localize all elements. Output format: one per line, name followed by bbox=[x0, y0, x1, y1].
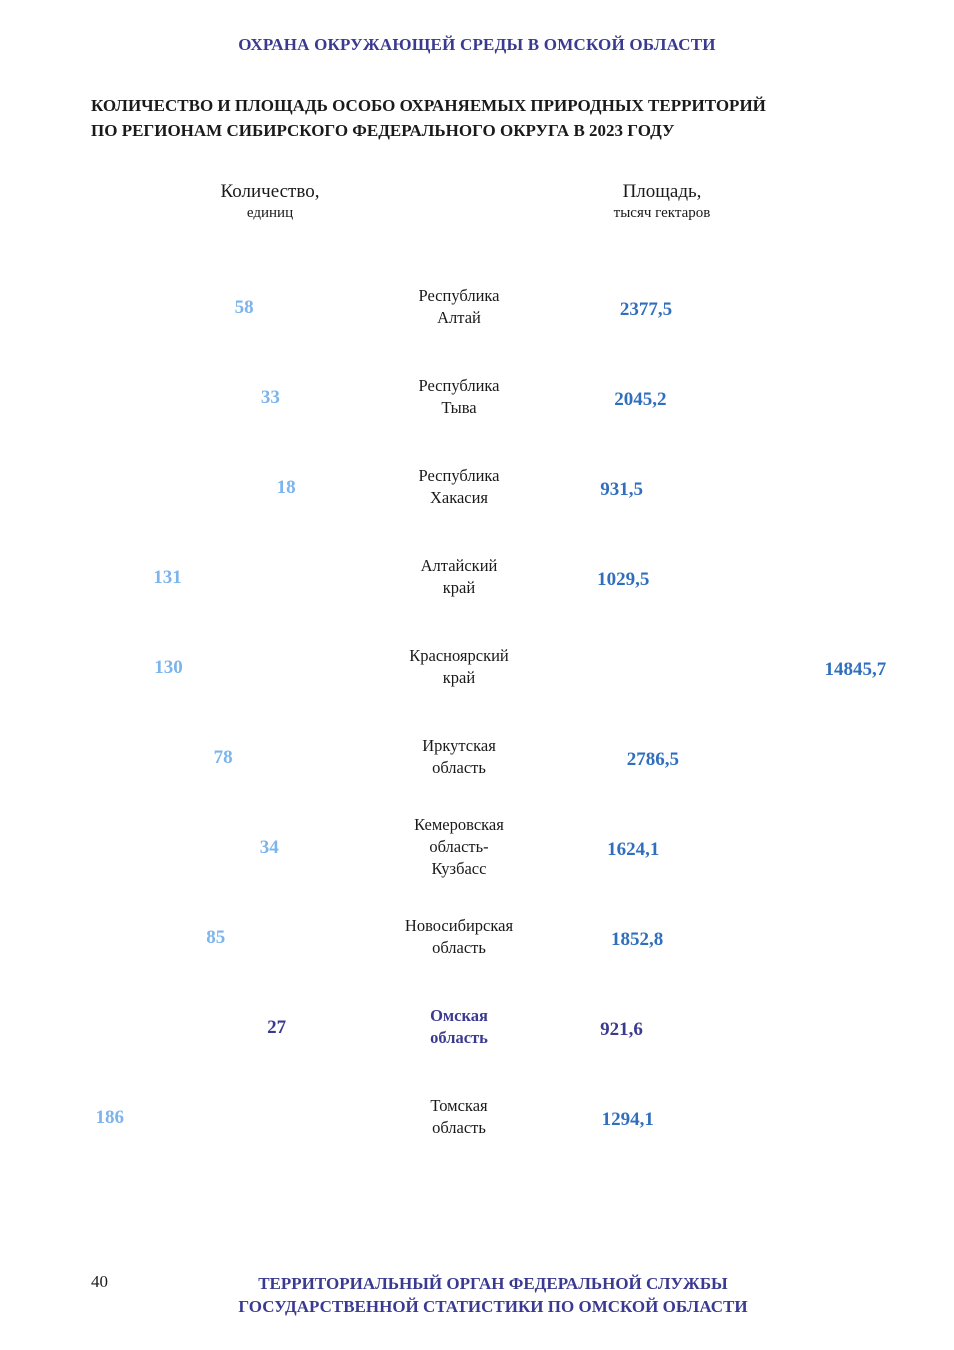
region-label: Хакасия bbox=[430, 488, 488, 507]
area-value-label: 2786,5 bbox=[627, 749, 679, 770]
count-value-label: 186 bbox=[95, 1107, 124, 1128]
region-label: Омская bbox=[430, 1006, 488, 1025]
region-label: Новосибирская bbox=[405, 916, 514, 935]
butterfly-chart: Республика Алтай 58 2377,5 Республика Тыва 33 2… bbox=[95, 286, 887, 1137]
area-column-header: Площадь, тысяч гектаров bbox=[562, 180, 762, 222]
area-value-label: 931,5 bbox=[600, 479, 643, 500]
count-value-label: 34 bbox=[260, 837, 280, 858]
region-label: область bbox=[432, 1118, 486, 1137]
area-column-label: Площадь, bbox=[622, 181, 702, 202]
region-label: Кузбасс bbox=[432, 859, 487, 878]
region-label: область bbox=[430, 1028, 488, 1047]
count-value-label: 33 bbox=[261, 387, 280, 408]
count-value-label: 130 bbox=[154, 657, 183, 678]
region-label: Алтай bbox=[437, 308, 481, 327]
count-value-label: 131 bbox=[153, 567, 182, 588]
area-value-label: 1852,8 bbox=[611, 929, 663, 950]
footer-line-2: ГОСУДАРСТВЕННОЙ СТАТИСТИКИ ПО ОМСКОЙ ОБЛ… bbox=[238, 1297, 748, 1316]
page-header: ОХРАНА ОКРУЖАЮЩЕЙ СРЕДЫ В ОМСКОЙ ОБЛАСТИ bbox=[238, 35, 716, 54]
chart-title-line-2: ПО РЕГИОНАМ СИБИРСКОГО ФЕДЕРАЛЬНОГО ОКРУ… bbox=[91, 121, 675, 140]
region-label: Республика bbox=[418, 376, 500, 395]
chart-title-line-1: КОЛИЧЕСТВО И ПЛОЩАДЬ ОСОБО ОХРАНЯЕМЫХ ПР… bbox=[91, 96, 766, 115]
count-column-header: Количество, единиц bbox=[170, 180, 370, 222]
area-value-label: 1294,1 bbox=[602, 1109, 654, 1130]
area-value-label: 2377,5 bbox=[620, 299, 672, 320]
page-footer: ТЕРРИТОРИАЛЬНЫЙ ОРГАН ФЕДЕРАЛЬНОЙ СЛУЖБЫ… bbox=[150, 1272, 836, 1318]
region-label: Кемеровская bbox=[414, 815, 504, 834]
count-value-label: 78 bbox=[214, 747, 233, 768]
count-value-label: 18 bbox=[277, 477, 296, 498]
count-value-label: 85 bbox=[206, 927, 225, 948]
region-label: Томская bbox=[430, 1096, 488, 1115]
page-number: 40 bbox=[91, 1272, 108, 1291]
region-label: область bbox=[432, 758, 486, 777]
count-value-label: 27 bbox=[267, 1017, 287, 1038]
region-label: край bbox=[443, 668, 476, 687]
area-value-label: 1624,1 bbox=[607, 839, 659, 860]
area-column-unit: тысяч гектаров bbox=[613, 205, 711, 221]
chart-title: КОЛИЧЕСТВО И ПЛОЩАДЬ ОСОБО ОХРАНЯЕМЫХ ПР… bbox=[91, 93, 911, 143]
count-column-label: Количество, bbox=[220, 181, 320, 202]
area-value-label: 921,6 bbox=[600, 1019, 643, 1040]
region-label: край bbox=[443, 578, 476, 597]
region-label: область bbox=[432, 938, 486, 957]
region-label: Республика bbox=[418, 466, 500, 485]
area-value-label: 1029,5 bbox=[597, 569, 649, 590]
region-label: Алтайский bbox=[421, 556, 498, 575]
count-column-unit: единиц bbox=[246, 205, 294, 221]
region-label: Тыва bbox=[441, 398, 477, 417]
region-label: Красноярский bbox=[409, 646, 509, 665]
region-label: Республика bbox=[418, 286, 500, 305]
count-value-label: 58 bbox=[235, 297, 254, 318]
area-value-label: 14845,7 bbox=[825, 659, 887, 680]
region-label: область- bbox=[429, 837, 488, 856]
footer-line-1: ТЕРРИТОРИАЛЬНЫЙ ОРГАН ФЕДЕРАЛЬНОЙ СЛУЖБЫ bbox=[258, 1274, 728, 1293]
area-value-label: 2045,2 bbox=[614, 389, 666, 410]
region-label: Иркутская bbox=[422, 736, 496, 755]
